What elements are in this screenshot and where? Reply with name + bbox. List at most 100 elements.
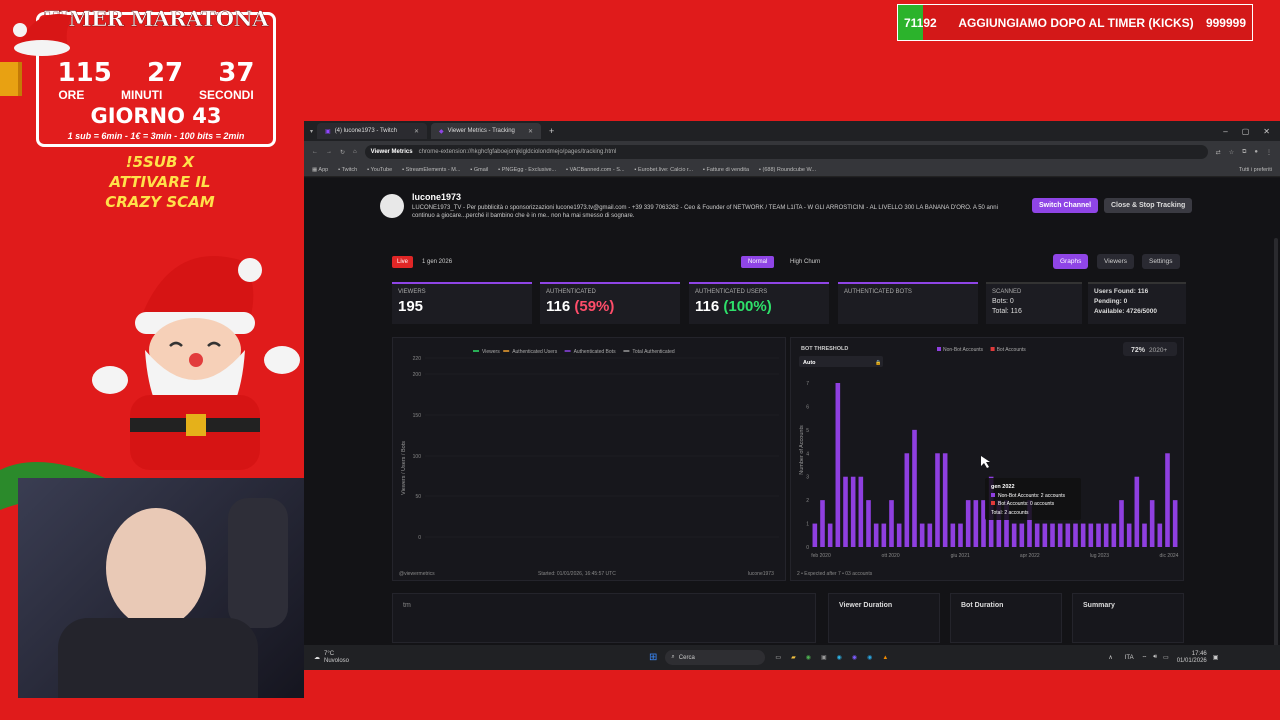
bookmark-item[interactable]: ▪ Twitch bbox=[338, 166, 358, 173]
corner-label: 72% bbox=[1131, 347, 1146, 354]
clock-time: 17:46 bbox=[1191, 650, 1207, 657]
goal-progress-fill bbox=[898, 5, 924, 40]
file-explorer-icon[interactable]: ▰ bbox=[791, 655, 796, 661]
url-field[interactable]: Viewer Metrics chrome-extension://hkghcf… bbox=[364, 145, 1208, 159]
bar bbox=[843, 476, 848, 547]
legend-label: Viewers bbox=[482, 349, 500, 355]
x-tick-label: apr 2022 bbox=[1020, 553, 1040, 559]
bar bbox=[1165, 453, 1170, 547]
maximize-icon[interactable]: ▢ bbox=[1241, 126, 1250, 136]
streamer-headphones bbox=[228, 498, 288, 628]
bar bbox=[973, 500, 979, 547]
battery-icon[interactable]: ▭ bbox=[1163, 655, 1169, 661]
translate-icon[interactable]: ⇄ bbox=[1215, 149, 1221, 156]
y-tick-label: 2 bbox=[806, 498, 809, 504]
chrome-icon[interactable]: ◉ bbox=[805, 655, 811, 661]
bookmark-item[interactable]: ▪ Fatture di vendita bbox=[703, 166, 750, 173]
mode-normal-button[interactable]: Normal bbox=[741, 256, 775, 268]
bar bbox=[889, 500, 894, 547]
tab-settings[interactable]: Settings bbox=[1142, 254, 1180, 269]
bar bbox=[1080, 523, 1086, 547]
stat-number: 116 bbox=[546, 298, 571, 315]
back-icon[interactable]: ← bbox=[312, 149, 318, 155]
all-bookmarks[interactable]: Tutti i preferiti bbox=[1238, 166, 1272, 173]
bar bbox=[996, 500, 1002, 547]
corner-year: 2020+ bbox=[1149, 347, 1167, 354]
bar bbox=[942, 453, 948, 547]
stat-percent: (100%) bbox=[723, 298, 772, 315]
profile-icon[interactable]: ● bbox=[1254, 149, 1258, 155]
close-tab-icon[interactable]: ✕ bbox=[527, 128, 534, 135]
stat-label: AUTHENTICATED USERS bbox=[695, 289, 768, 295]
window-controls: – ▢ ✕ bbox=[1223, 127, 1280, 136]
bar bbox=[1157, 523, 1163, 547]
bookmark-star-icon[interactable]: ☆ bbox=[1228, 149, 1235, 156]
bookmark-item[interactable]: ▪ YouTube bbox=[367, 166, 393, 173]
app-icon[interactable]: ▣ bbox=[820, 655, 827, 661]
bookmark-item[interactable]: ▪ (688) Roundcube W... bbox=[759, 166, 816, 173]
notifications-icon[interactable]: ▣ bbox=[1212, 655, 1219, 661]
y-tick-label: 7 bbox=[806, 381, 809, 387]
tab-twitch[interactable]: ▣ (4) lucone1973 - Twitch ✕ bbox=[317, 123, 428, 139]
timer-units: ORE MINUTI SECONDI bbox=[40, 88, 272, 102]
y-tick-label: 50 bbox=[415, 494, 421, 500]
tooltip-line: Non-Bot Accounts: 2 accounts bbox=[998, 493, 1065, 499]
tab-viewer-metrics[interactable]: ◆ Viewer Metrics - Tracking ✕ bbox=[431, 123, 542, 139]
new-tab-icon[interactable]: + bbox=[549, 126, 555, 136]
bookmark-item[interactable]: ▪ Gmail bbox=[470, 166, 489, 173]
windows-start-icon[interactable]: ⊞ bbox=[649, 652, 658, 663]
timer-seconds: 37 bbox=[218, 58, 255, 88]
switch-channel-button[interactable]: Switch Channel bbox=[1032, 198, 1099, 213]
language[interactable]: ITA bbox=[1124, 654, 1134, 661]
app-icon[interactable]: ◉ bbox=[836, 655, 842, 661]
url-chip: Viewer Metrics bbox=[370, 149, 413, 155]
close-stop-tracking-button[interactable]: Close & Stop Tracking bbox=[1104, 198, 1193, 213]
tab-list-icon[interactable]: ▾ bbox=[310, 128, 314, 135]
y-tick-label: 5 bbox=[806, 428, 809, 434]
network-icon[interactable]: ⌔ bbox=[1141, 655, 1148, 662]
weather-widget[interactable]: 7°C Nuvoloso bbox=[324, 651, 349, 665]
task-view-icon[interactable]: ▭ bbox=[775, 655, 782, 661]
minimize-icon[interactable]: – bbox=[1223, 126, 1228, 136]
page-scrollbar[interactable] bbox=[1274, 238, 1278, 670]
y-axis-label: Viewers / Users / Bots bbox=[401, 441, 407, 495]
bookmark-item[interactable]: ▪ PNGEgg - Exclusive... bbox=[498, 166, 557, 173]
reload-icon[interactable]: ↻ bbox=[340, 149, 346, 156]
legend-label: Authenticated Bots bbox=[574, 349, 616, 355]
bookmark-item[interactable]: ▪ Eurobet.live: Calcio r... bbox=[634, 166, 694, 173]
menu-icon[interactable]: ⋮ bbox=[1266, 149, 1272, 156]
y-tick-label: 220 bbox=[413, 356, 422, 362]
mode-high-churn-button[interactable]: High Churn bbox=[790, 259, 821, 265]
close-window-icon[interactable]: ✕ bbox=[1263, 126, 1270, 136]
search-label: Cerca bbox=[678, 654, 695, 661]
tab-graphs[interactable]: Graphs bbox=[1053, 254, 1089, 269]
tab-viewers[interactable]: Viewers bbox=[1097, 254, 1135, 269]
x-tick-label: lug 2023 bbox=[1090, 553, 1109, 559]
clock[interactable]: 17:46 01/01/2026 bbox=[1177, 651, 1207, 665]
forward-icon[interactable]: → bbox=[326, 149, 332, 155]
stat-label: VIEWERS bbox=[398, 289, 426, 295]
close-tab-icon[interactable]: ✕ bbox=[413, 128, 420, 135]
browser-window: ▾ ▣ (4) lucone1973 - Twitch ✕ ◆ Viewer M… bbox=[304, 121, 1280, 670]
vlc-icon[interactable]: ▲ bbox=[882, 654, 889, 661]
stat-label: AUTHENTICATED BOTS bbox=[844, 289, 912, 295]
bar bbox=[1172, 500, 1178, 547]
windows-taskbar: ☁ 7°C Nuvoloso ⊞ ⌕ Cerca ▭ ▰ ◉ ▣ ◉ ◉ ◉ ▲… bbox=[304, 645, 1280, 670]
volume-icon[interactable]: 🔊︎ bbox=[1153, 654, 1158, 660]
tray-chevron-icon[interactable]: ∧ bbox=[1108, 655, 1113, 661]
bookmark-item[interactable]: ▦ App bbox=[312, 166, 329, 173]
stat-viewers: VIEWERS 195 bbox=[392, 282, 532, 324]
bookmark-item[interactable]: ▪ VACBanned.com - S... bbox=[566, 166, 625, 173]
taskbar-search[interactable]: ⌕ Cerca bbox=[665, 650, 766, 665]
app-icon[interactable]: ◉ bbox=[867, 655, 873, 661]
bookmark-item[interactable]: ▪ StreamElements - M... bbox=[402, 166, 461, 173]
summary-title: Summary bbox=[1083, 602, 1115, 609]
home-icon[interactable]: ⌂ bbox=[353, 149, 357, 155]
threshold-select[interactable] bbox=[799, 356, 883, 367]
extensions-icon[interactable]: ⧉ bbox=[1242, 148, 1247, 155]
bar bbox=[1119, 500, 1124, 547]
legend-swatch bbox=[990, 347, 995, 351]
app-icon[interactable]: ◉ bbox=[851, 655, 858, 661]
stat-scanned: SCANNED Bots: 0 Total: 116 bbox=[986, 282, 1082, 324]
weather-icon[interactable]: ☁ bbox=[314, 655, 320, 661]
